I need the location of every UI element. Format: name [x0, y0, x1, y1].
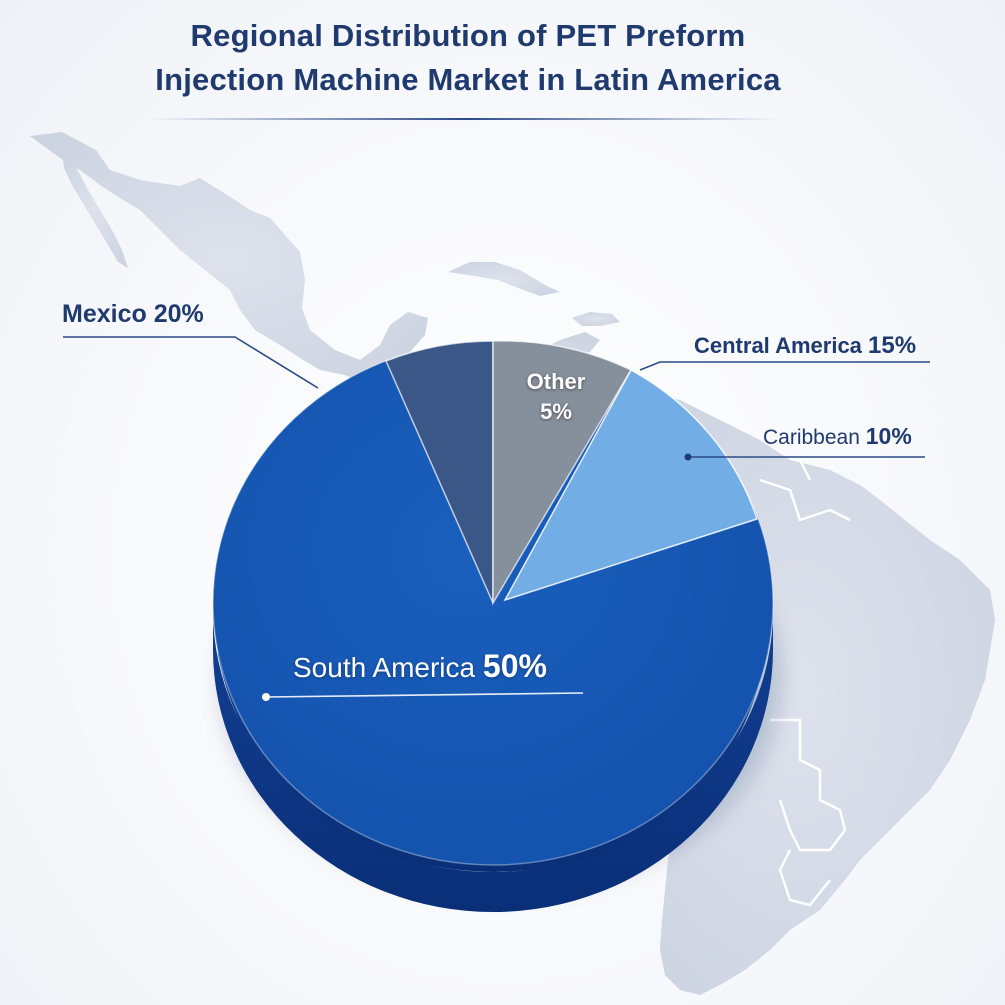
leader-central-america [639, 361, 930, 371]
label-mexico-name: Mexico [62, 300, 147, 328]
slice-caribbean[interactable] [503, 368, 758, 602]
leader-south-america [265, 692, 584, 698]
leader-lines [63, 336, 930, 458]
chart-title-line-2: Injection Machine Market in Latin Americ… [155, 62, 781, 97]
label-other: Other 5% [518, 367, 594, 427]
label-central-america: Central America 15% [694, 332, 916, 360]
leader-mexico [63, 336, 319, 389]
map-baja [62, 150, 128, 268]
label-south-america: South America 50% [293, 648, 547, 685]
map-country-borders [759, 459, 851, 907]
map-hispaniola [572, 312, 620, 326]
label-other-name: Other [526, 369, 586, 394]
label-caribbean: Caribbean 10% [763, 423, 912, 450]
label-other-pct: 5% [540, 399, 572, 424]
chart-title: Regional Distribution of PET Preform Inj… [3, 14, 933, 102]
label-caribbean-name: Caribbean [763, 426, 860, 449]
label-central-america-pct: 15% [868, 332, 917, 359]
title-divider [150, 118, 780, 120]
label-mexico-pct: 20% [153, 300, 204, 328]
leader-dot-south-america [262, 693, 270, 701]
chart-title-line-1: Regional Distribution of PET Preform [190, 18, 746, 53]
slice-other[interactable] [492, 340, 633, 606]
label-caribbean-pct: 10% [865, 423, 912, 449]
label-central-america-name: Central America [694, 333, 862, 358]
label-south-america-name: South America [293, 652, 476, 683]
label-south-america-pct: 50% [482, 648, 547, 684]
leader-dot-caribbean [684, 453, 692, 461]
label-mexico: Mexico 20% [62, 300, 204, 329]
map-cuba [448, 262, 560, 296]
map-mexico [30, 132, 428, 385]
